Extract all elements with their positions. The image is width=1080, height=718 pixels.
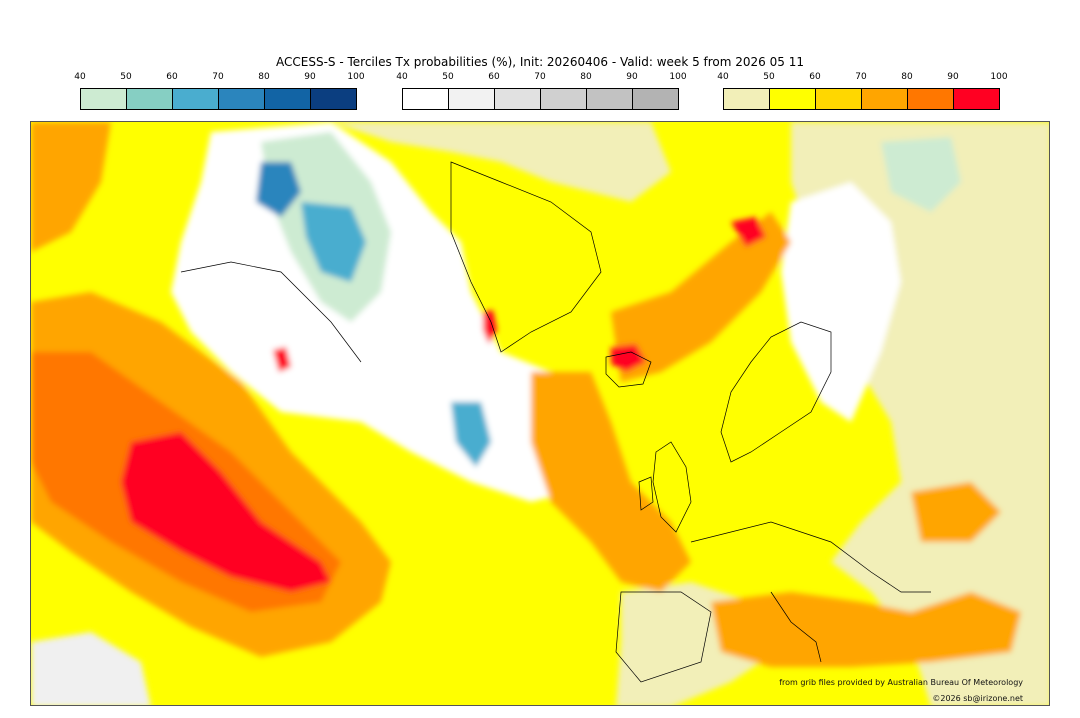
region-orange-north-america (31, 122, 111, 252)
region-white-north (781, 182, 901, 422)
region-blue-canada (301, 202, 366, 282)
region-orange-norway-sea (611, 212, 791, 382)
region-orange-uk (531, 372, 691, 592)
coast-greenland (450, 161, 602, 353)
near-normal-segment-2 (495, 89, 541, 109)
map-canvas (31, 122, 1049, 705)
near-normal-segment-0 (403, 89, 449, 109)
probability-map: from grib files provided by Australian B… (30, 121, 1050, 706)
colorbar-below-normal (80, 88, 357, 110)
coast-italy (770, 591, 822, 663)
region-green-siberia (881, 137, 961, 212)
below-normal-segment-4 (265, 89, 311, 109)
region-red-greenland-coast (483, 310, 497, 344)
coast-iceland (605, 351, 652, 388)
above-normal-segment-1 (770, 89, 816, 109)
region-white-sw (31, 632, 151, 705)
above-normal-segment-0 (724, 89, 770, 109)
below-normal-segment-0 (81, 89, 127, 109)
near-normal-segment-5 (633, 89, 678, 109)
colorbar-above-normal (723, 88, 1000, 110)
region-blue-atlantic (451, 402, 491, 467)
below-normal-segment-3 (219, 89, 265, 109)
near-normal-segment-3 (541, 89, 587, 109)
near-normal-segment-1 (449, 89, 495, 109)
region-pale-northwest (331, 122, 671, 202)
colorbar-near-normal (402, 88, 679, 110)
region-red-iceland (611, 344, 646, 372)
colorbar-ticks-above: 40 50 60 70 80 90 100 (717, 72, 1008, 82)
map-title: ACCESS-S - Terciles Tx probabilities (%)… (276, 55, 804, 69)
region-blue-hudson (256, 162, 301, 217)
coast-great-britain (652, 441, 692, 533)
region-orange-black-sea (911, 482, 1001, 542)
near-normal-segment-4 (587, 89, 633, 109)
above-normal-segment-3 (862, 89, 908, 109)
coast-arctic-canada (180, 261, 362, 363)
colorbar-ticks-normal: 40 50 60 70 80 90 100 (396, 72, 687, 82)
coast-europe-north (690, 521, 931, 593)
region-orange-mediterranean (711, 592, 1021, 667)
below-normal-segment-1 (127, 89, 173, 109)
coast-ireland (638, 476, 654, 511)
region-red-atlantic (121, 432, 331, 592)
below-normal-segment-5 (311, 89, 356, 109)
above-normal-segment-4 (908, 89, 954, 109)
copyright-credit: ©2026 sb@irizone.net (932, 694, 1023, 703)
coast-iberia (615, 591, 712, 683)
region-red-labrador (273, 347, 291, 372)
source-credit: from grib files provided by Australian B… (779, 678, 1023, 687)
above-normal-segment-2 (816, 89, 862, 109)
region-red-svalbard (731, 217, 766, 247)
below-normal-segment-2 (173, 89, 219, 109)
coastlines (180, 161, 931, 683)
colorbar-ticks-below: 40 50 60 70 80 90 100 (74, 72, 365, 82)
coast-scandinavia (720, 321, 832, 463)
above-normal-segment-5 (954, 89, 999, 109)
